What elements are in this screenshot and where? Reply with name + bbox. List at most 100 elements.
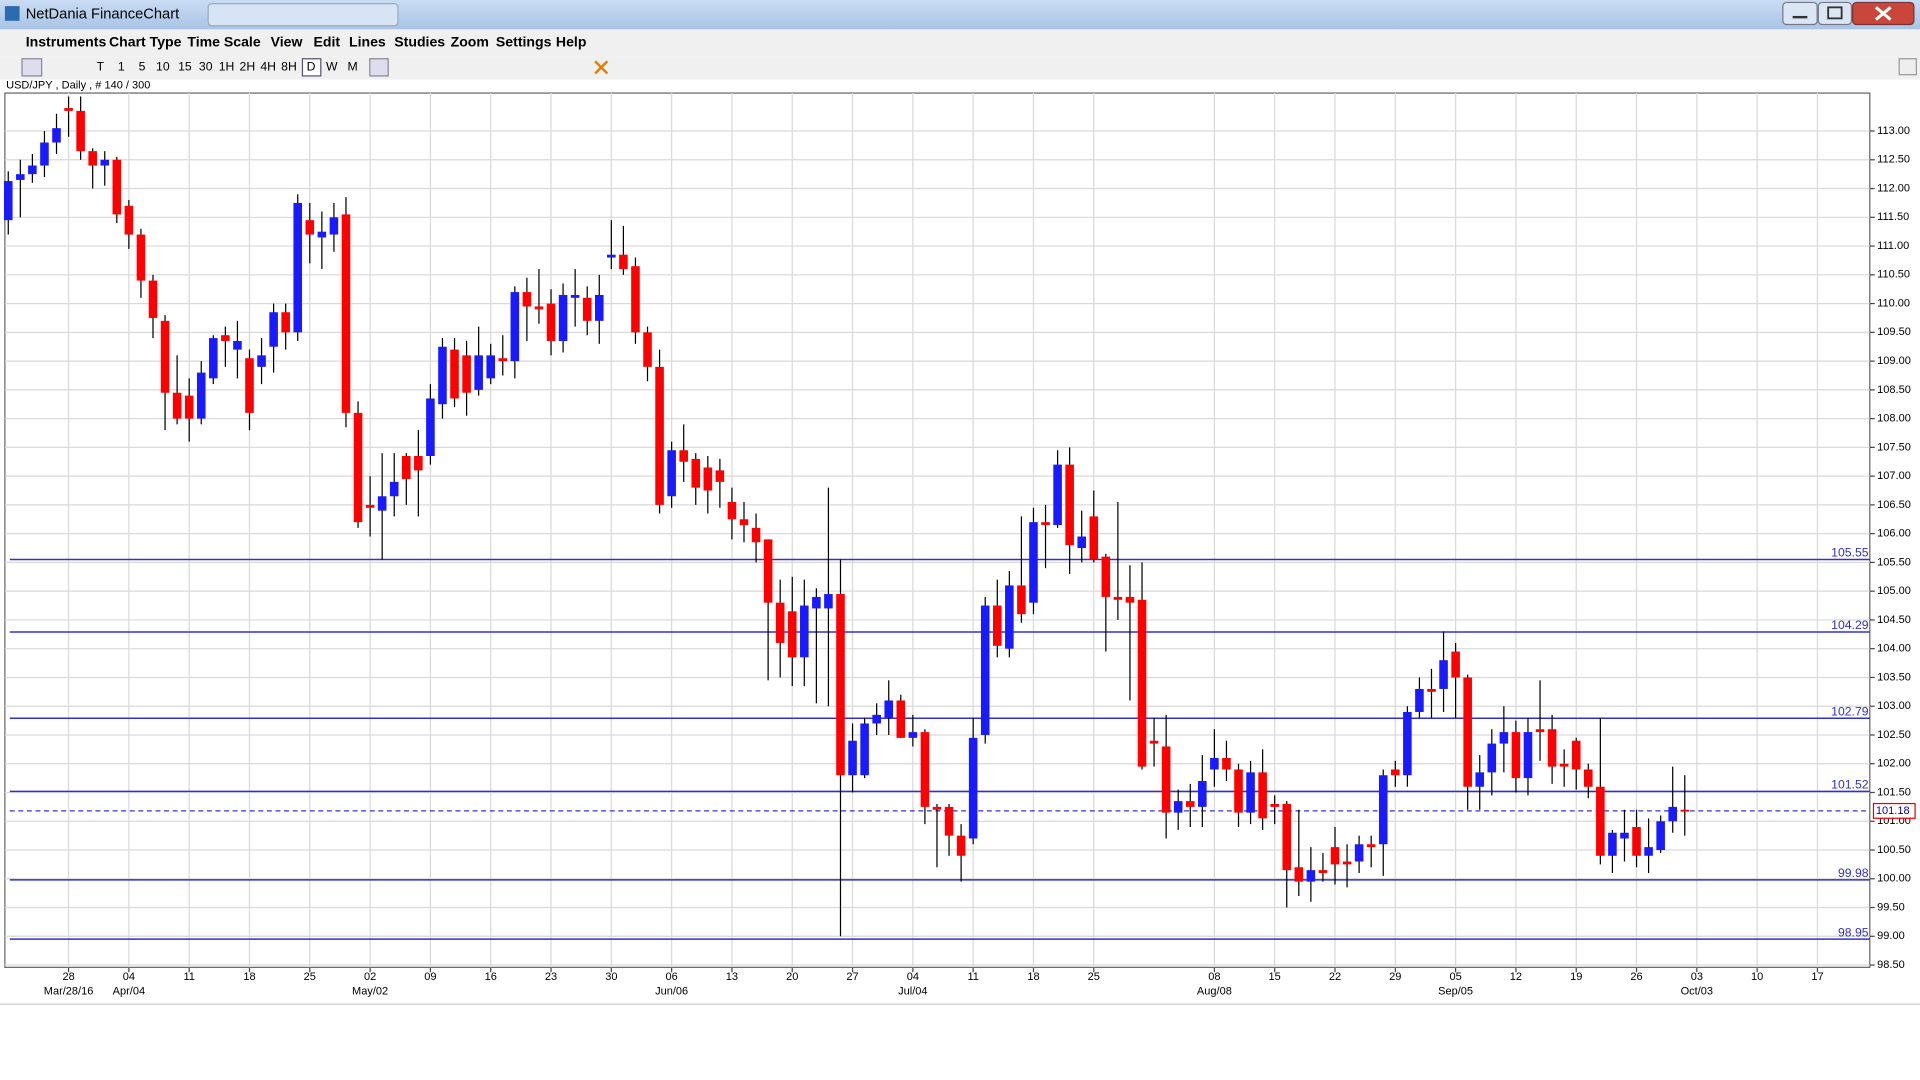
- candle-body: [1511, 732, 1521, 779]
- candle-body: [1306, 870, 1316, 882]
- x-tick-label: 16: [485, 971, 497, 983]
- timescale-button[interactable]: T: [97, 60, 105, 74]
- candle-body: [1185, 801, 1195, 807]
- candle-body: [1017, 585, 1026, 615]
- candle-body: [691, 458, 701, 488]
- candle-body: [643, 332, 652, 367]
- chart-panel: [0, 79, 1920, 1005]
- maximize-button[interactable]: [1817, 1, 1853, 26]
- level-label: 102.79: [1831, 704, 1869, 718]
- menu-bar: [0, 29, 1920, 57]
- candle-body: [800, 605, 809, 658]
- tool-crosshair[interactable]: [369, 58, 389, 77]
- timescale-button[interactable]: 2H: [240, 60, 256, 74]
- timescale-button[interactable]: 30: [199, 60, 213, 74]
- candle-body: [763, 539, 773, 603]
- candle-body: [944, 806, 954, 836]
- panel-button[interactable]: [1898, 58, 1917, 76]
- menu-item[interactable]: Lines: [349, 34, 386, 50]
- candle-body: [1596, 786, 1605, 856]
- candle-body: [245, 358, 254, 413]
- candle-body: [486, 355, 495, 379]
- minimize-button[interactable]: [1782, 1, 1818, 26]
- candle-body: [703, 467, 713, 491]
- menu-item[interactable]: Chart Type: [109, 34, 182, 50]
- candle-body: [1391, 769, 1400, 776]
- x-tick-label: 05: [1449, 971, 1461, 983]
- plot-frame: [4, 92, 1871, 968]
- candle-body: [667, 450, 676, 497]
- timescale-button[interactable]: 4H: [260, 60, 276, 74]
- candle-body: [1475, 772, 1485, 787]
- timescale-button[interactable]: M: [348, 60, 358, 74]
- y-tick-label: 108.50: [1877, 384, 1911, 396]
- candle-body: [1342, 861, 1352, 865]
- menu-item[interactable]: Instruments: [26, 34, 107, 50]
- close-icon: [1874, 6, 1892, 21]
- candle-body: [377, 496, 387, 511]
- candle-body: [1668, 806, 1677, 822]
- menu-item[interactable]: Settings: [496, 34, 552, 50]
- candle-body: [196, 372, 206, 419]
- timescale-button[interactable]: 15: [178, 60, 192, 74]
- candle-body: [908, 732, 918, 738]
- candle-body: [993, 605, 1002, 646]
- tab[interactable]: [207, 3, 399, 27]
- level-label: 98.95: [1838, 925, 1869, 939]
- candle-body: [1632, 827, 1641, 856]
- x-tick-label: 02: [364, 971, 376, 983]
- candle-body: [619, 254, 628, 270]
- toolbar: [0, 56, 1920, 80]
- menu-item[interactable]: Zoom: [451, 34, 489, 50]
- candle-body: [679, 450, 688, 462]
- candle-body: [812, 596, 821, 609]
- timescale-button[interactable]: 10: [156, 60, 170, 74]
- timescale-button[interactable]: 1: [118, 60, 125, 74]
- timescale-button[interactable]: 5: [139, 60, 146, 74]
- menu-item[interactable]: Studies: [394, 34, 445, 50]
- candle-body: [884, 700, 894, 718]
- y-tick-label: 99.50: [1877, 901, 1905, 913]
- window-title: NetDania FinanceChart: [26, 7, 179, 23]
- candle-body: [438, 346, 447, 405]
- candle-body: [1463, 677, 1472, 787]
- candle-body: [1089, 516, 1099, 560]
- candle-body: [1571, 740, 1581, 770]
- timescale-button[interactable]: 8H: [281, 60, 297, 74]
- candle-body: [1608, 832, 1617, 856]
- timescale-button[interactable]: D: [307, 60, 316, 74]
- candle-body: [365, 504, 375, 508]
- y-tick-label: 101.00: [1877, 815, 1911, 827]
- candle-body: [52, 128, 61, 143]
- candle-body: [655, 366, 664, 505]
- candle-body: [100, 159, 110, 166]
- candle-body: [980, 605, 990, 735]
- candle-body: [1065, 464, 1074, 546]
- maximize-icon: [1827, 6, 1843, 20]
- x-tick-label: 18: [1027, 971, 1039, 983]
- tool-delete[interactable]: [594, 60, 609, 75]
- x-tick-label: 04: [907, 971, 919, 983]
- menu-item[interactable]: Edit: [313, 34, 340, 50]
- candle-body: [1680, 809, 1690, 812]
- menu-item[interactable]: Help: [556, 34, 587, 50]
- y-tick-label: 99.00: [1877, 930, 1905, 942]
- candle-body: [1173, 801, 1183, 813]
- menu-item[interactable]: Time Scale: [187, 34, 260, 50]
- x-tick-label: 03: [1691, 971, 1703, 983]
- timescale-button[interactable]: W: [326, 60, 338, 74]
- candle-body: [76, 110, 85, 152]
- candle-body: [136, 234, 146, 281]
- x-tick-label: 11: [967, 971, 978, 983]
- menu-item[interactable]: View: [271, 34, 303, 50]
- candle-body: [751, 527, 761, 543]
- candle-body: [1125, 596, 1135, 603]
- candle-body: [522, 292, 532, 307]
- tool-bars[interactable]: [21, 58, 43, 77]
- candle-body: [1644, 847, 1653, 856]
- x-month-label: Sep/05: [1438, 986, 1473, 998]
- x-tick-label: 29: [1389, 971, 1401, 983]
- timescale-button[interactable]: 1H: [219, 60, 235, 74]
- y-tick-label: 103.00: [1877, 700, 1911, 712]
